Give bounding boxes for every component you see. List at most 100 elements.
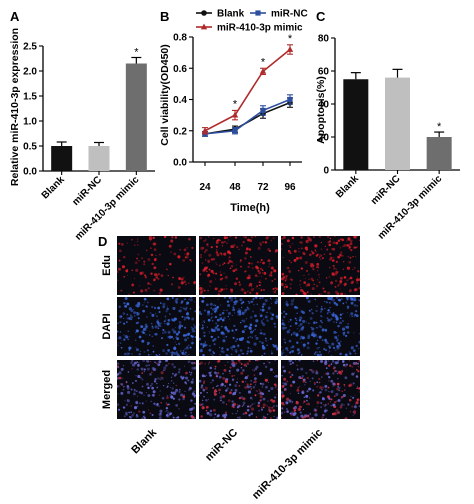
cell-nucleus: [180, 306, 182, 309]
cell-nucleus: [203, 395, 205, 398]
cell-nucleus: [118, 267, 121, 271]
cell-nucleus: [356, 387, 358, 390]
cell-nucleus: [221, 245, 224, 247]
cell-nucleus: [306, 269, 308, 272]
micrograph-dapi-2: [281, 297, 360, 356]
cell-nucleus: [352, 268, 354, 271]
cell-nucleus: [143, 301, 145, 303]
cell-nucleus: [230, 353, 233, 356]
cell-nucleus: [214, 367, 217, 370]
cell-nucleus: [336, 332, 338, 334]
cell-nucleus: [296, 415, 298, 417]
cell-nucleus: [357, 270, 360, 273]
cell-nucleus: [322, 413, 325, 417]
cell-nucleus: [225, 389, 228, 392]
cell-nucleus: [157, 327, 160, 330]
cell-nucleus: [289, 252, 292, 255]
cell-nucleus: [200, 256, 202, 259]
cell-nucleus: [328, 346, 331, 349]
cell-nucleus: [255, 390, 257, 392]
cell-nucleus: [156, 403, 159, 406]
cell-nucleus: [255, 265, 259, 269]
cell-nucleus: [339, 371, 343, 375]
cell-nucleus: [281, 350, 283, 354]
cell-nucleus: [256, 285, 259, 288]
cell-nucleus: [303, 396, 306, 398]
cell-nucleus: [201, 262, 204, 264]
cell-nucleus: [228, 318, 231, 320]
cell-nucleus: [130, 405, 132, 407]
cell-nucleus: [181, 351, 184, 354]
cell-nucleus: [284, 341, 287, 344]
cell-nucleus: [342, 320, 344, 322]
cell-nucleus: [202, 247, 205, 249]
cell-nucleus: [217, 414, 220, 417]
cell-nucleus: [270, 272, 273, 275]
cell-nucleus: [179, 389, 181, 391]
cell-nucleus: [166, 411, 170, 414]
cell-nucleus: [248, 274, 250, 277]
cell-nucleus: [165, 268, 168, 270]
cell-nucleus: [117, 330, 119, 333]
cell-nucleus: [316, 406, 318, 408]
cell-nucleus: [191, 361, 194, 365]
cell-nucleus: [152, 369, 155, 372]
micrograph-column-label: miR-410-3p mimic: [250, 427, 325, 502]
cell-nucleus: [123, 275, 126, 278]
cell-nucleus: [288, 399, 292, 403]
cell-nucleus: [299, 338, 301, 340]
cell-nucleus: [285, 326, 287, 329]
cell-nucleus: [175, 384, 178, 387]
cell-nucleus: [204, 248, 208, 252]
cell-nucleus: [340, 369, 344, 373]
cell-nucleus: [285, 347, 289, 351]
cell-nucleus: [172, 276, 175, 279]
cell-nucleus: [268, 409, 272, 413]
cell-nucleus: [184, 253, 186, 255]
cell-nucleus: [258, 388, 260, 391]
cell-nucleus: [346, 325, 350, 329]
cell-nucleus: [353, 372, 355, 374]
cell-nucleus: [230, 245, 234, 249]
cell-nucleus: [258, 360, 260, 362]
panel-b-y-tick-label: 0.8: [173, 33, 187, 44]
legend-label: miR-NC: [271, 9, 308, 20]
cell-nucleus: [234, 388, 238, 392]
cell-nucleus: [194, 362, 196, 364]
cell-nucleus: [213, 371, 217, 374]
cell-nucleus: [270, 302, 273, 304]
cell-nucleus: [353, 266, 356, 269]
cell-nucleus: [125, 380, 128, 383]
micrograph-row-label: Edu: [101, 255, 113, 276]
cell-nucleus: [193, 362, 196, 364]
cell-nucleus: [231, 392, 235, 396]
cell-nucleus: [184, 348, 186, 350]
cell-nucleus: [178, 293, 181, 295]
panel-a-category-label: Blank: [40, 174, 67, 201]
cell-nucleus: [147, 282, 150, 285]
cell-nucleus: [261, 240, 265, 244]
cell-nucleus: [266, 344, 268, 347]
cell-nucleus: [263, 271, 267, 275]
cell-nucleus: [173, 252, 177, 256]
cell-nucleus: [349, 383, 353, 387]
cell-nucleus: [236, 404, 239, 406]
cell-nucleus: [259, 261, 262, 264]
cell-nucleus: [117, 270, 119, 273]
cell-nucleus: [136, 311, 139, 315]
cell-nucleus: [235, 413, 237, 415]
cell-nucleus: [212, 387, 215, 389]
micrograph-edu-1: [199, 236, 278, 295]
cell-nucleus: [212, 408, 216, 412]
cell-nucleus: [336, 292, 340, 295]
cell-nucleus: [205, 239, 207, 242]
cell-nucleus: [285, 312, 288, 316]
cell-nucleus: [317, 279, 319, 281]
cell-nucleus: [140, 325, 144, 329]
cell-nucleus: [352, 349, 356, 352]
cell-nucleus: [160, 322, 162, 324]
cell-nucleus: [344, 417, 348, 419]
cell-nucleus: [236, 344, 240, 348]
cell-nucleus: [342, 393, 346, 398]
cell-nucleus: [233, 301, 236, 304]
